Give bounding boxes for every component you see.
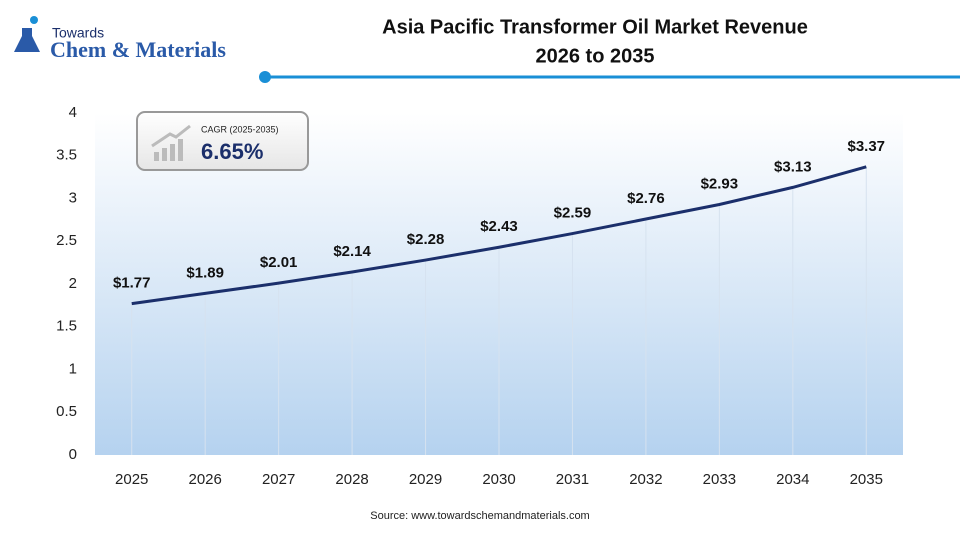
x-tick-label: 2032: [629, 471, 662, 488]
x-tick-label: 2029: [409, 471, 442, 488]
icon-bar: [178, 139, 183, 161]
data-label: $3.13: [774, 158, 812, 175]
data-label: $2.14: [333, 243, 371, 260]
icon-bar: [170, 144, 175, 161]
data-label: $2.59: [554, 205, 592, 222]
logo-flask: [14, 28, 40, 52]
x-tick-label: 2035: [850, 471, 883, 488]
data-label: $2.28: [407, 231, 445, 248]
logo-dot: [30, 16, 38, 24]
chart-title: Asia Pacific Transformer Oil Market Reve…: [382, 16, 808, 38]
logo-top: Towards: [52, 25, 104, 41]
header-dot: [259, 71, 271, 83]
y-tick-label: 0: [69, 446, 77, 463]
data-label: $2.01: [260, 254, 298, 271]
logo-main: Chem & Materials: [50, 37, 226, 62]
x-tick-label: 2033: [703, 471, 736, 488]
data-label: $1.77: [113, 275, 151, 292]
cagr-label: CAGR (2025-2035): [201, 124, 279, 134]
data-label: $1.89: [186, 264, 224, 281]
y-tick-label: 2.5: [56, 232, 77, 249]
x-tick-label: 2030: [482, 471, 515, 488]
source: Source: www.towardschemandmaterials.com: [370, 510, 589, 522]
cagr-box: CAGR (2025-2035) 6.65%: [136, 111, 309, 171]
y-tick-label: 4: [69, 104, 77, 121]
cagr-value: 6.65%: [201, 139, 263, 164]
x-tick-label: 2028: [335, 471, 368, 488]
y-tick-label: 2: [69, 275, 77, 292]
x-tick-label: 2034: [776, 471, 809, 488]
y-tick-label: 0.5: [56, 403, 77, 420]
x-tick-label: 2031: [556, 471, 589, 488]
icon-arrow: [151, 124, 191, 148]
series-line: [131, 165, 867, 306]
y-tick-label: 1.5: [56, 318, 77, 335]
x-tick-label: 2026: [188, 471, 221, 488]
x-tick-label: 2027: [262, 471, 295, 488]
data-label: $3.37: [847, 138, 885, 155]
data-label: $2.93: [701, 175, 739, 192]
data-label: $2.43: [480, 218, 518, 235]
x-tick-label: 2025: [115, 471, 148, 488]
y-tick-label: 1: [69, 360, 77, 377]
y-tick-label: 3.5: [56, 147, 77, 164]
y-tick-label: 3: [69, 189, 77, 206]
icon-bar: [162, 148, 167, 161]
icon-bar: [154, 152, 159, 161]
logo: Towards Chem & Materials: [14, 16, 226, 62]
data-label: $2.76: [627, 190, 665, 207]
chart-subtitle: 2026 to 2035: [536, 45, 655, 67]
